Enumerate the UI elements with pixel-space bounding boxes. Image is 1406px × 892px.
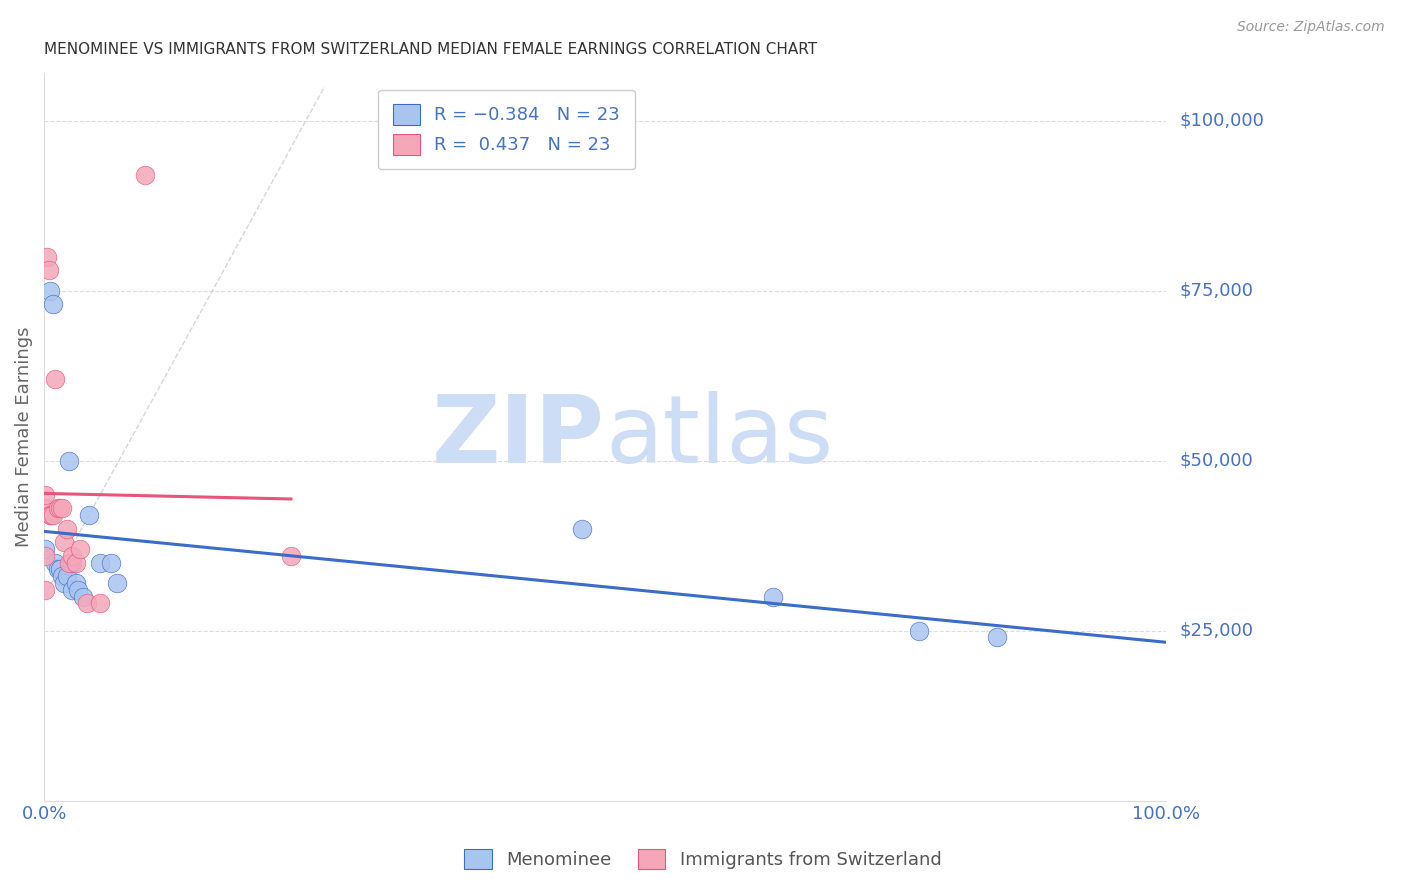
Point <box>39 508 62 522</box>
Point <box>571 522 593 536</box>
Point <box>34 582 56 597</box>
Point <box>44 556 66 570</box>
Point <box>34 501 56 516</box>
Point <box>49 562 72 576</box>
Point <box>60 556 83 570</box>
Legend: Menominee, Immigrants from Switzerland: Menominee, Immigrants from Switzerland <box>456 839 950 879</box>
Point <box>72 590 94 604</box>
Text: $25,000: $25,000 <box>1180 622 1254 640</box>
Text: $100,000: $100,000 <box>1180 112 1264 130</box>
Point <box>34 549 56 563</box>
Point <box>762 590 785 604</box>
Point <box>46 501 69 516</box>
Point <box>60 582 83 597</box>
Point <box>53 576 76 591</box>
Point <box>986 631 1008 645</box>
Point <box>76 597 98 611</box>
Point <box>58 453 80 467</box>
Point <box>89 597 111 611</box>
Point <box>46 562 69 576</box>
Point <box>51 569 73 583</box>
Point <box>105 576 128 591</box>
Point <box>908 624 931 638</box>
Point <box>100 556 122 570</box>
Point <box>89 556 111 570</box>
Point <box>38 263 60 277</box>
Y-axis label: Median Female Earnings: Median Female Earnings <box>15 326 32 547</box>
Point <box>37 250 59 264</box>
Point <box>53 535 76 549</box>
Point <box>38 284 60 298</box>
Legend: R = −0.384   N = 23, R =  0.437   N = 23: R = −0.384 N = 23, R = 0.437 N = 23 <box>378 89 634 169</box>
Text: MENOMINEE VS IMMIGRANTS FROM SWITZERLAND MEDIAN FEMALE EARNINGS CORRELATION CHAR: MENOMINEE VS IMMIGRANTS FROM SWITZERLAND… <box>44 42 817 57</box>
Point <box>66 582 89 597</box>
Point <box>55 569 77 583</box>
Text: $75,000: $75,000 <box>1180 282 1254 300</box>
Point <box>34 488 56 502</box>
Point <box>34 542 56 557</box>
Point <box>77 508 100 522</box>
Point <box>280 549 302 563</box>
Point <box>58 556 80 570</box>
Point <box>38 508 60 522</box>
Point <box>55 522 77 536</box>
Point <box>51 501 73 516</box>
Point <box>42 508 65 522</box>
Point <box>69 542 91 557</box>
Point <box>44 372 66 386</box>
Point <box>65 576 87 591</box>
Point <box>49 501 72 516</box>
Point <box>42 297 65 311</box>
Text: atlas: atlas <box>605 391 834 483</box>
Text: ZIP: ZIP <box>432 391 605 483</box>
Point <box>134 168 156 182</box>
Point <box>65 556 87 570</box>
Point <box>60 549 83 563</box>
Text: Source: ZipAtlas.com: Source: ZipAtlas.com <box>1237 20 1385 34</box>
Text: $50,000: $50,000 <box>1180 451 1253 470</box>
